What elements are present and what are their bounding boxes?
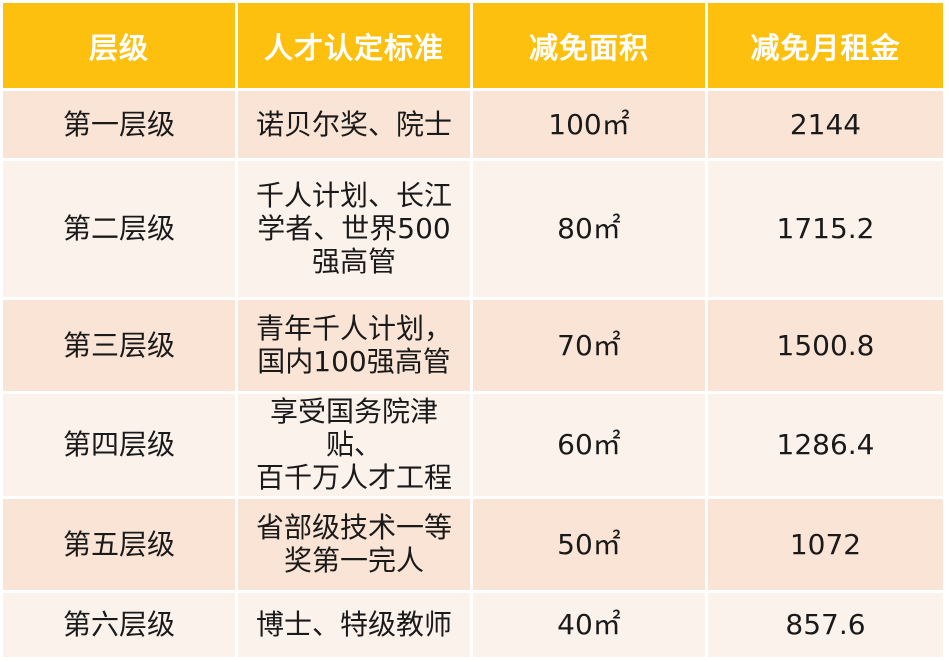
header-rent: 减免月租金 xyxy=(708,3,943,88)
header-criteria: 人才认定标准 xyxy=(238,3,470,88)
criteria-cell: 青年千人计划， 国内100强高管 xyxy=(238,299,470,391)
criteria-line: 博士、特级教师 xyxy=(255,608,452,642)
header-level: 层级 xyxy=(3,3,235,88)
level-cell: 第三层级 xyxy=(3,299,235,391)
level-cell: 第二层级 xyxy=(3,161,235,297)
criteria-line: 百千万人才工程 xyxy=(255,461,452,495)
header-area: 减免面积 xyxy=(473,3,705,88)
criteria-line: 诺贝尔奖、院士 xyxy=(255,108,452,142)
table-body: 第一层级 诺贝尔奖、院士 100㎡ 2144 第二层级 千人计划、长江 学者、世… xyxy=(3,91,943,657)
rent-cell: 1072 xyxy=(708,498,943,590)
rent-cell: 1500.8 xyxy=(708,299,943,391)
criteria-line: 学者、世界500 xyxy=(257,212,451,246)
table-row: 第六层级 博士、特级教师 40㎡ 857.6 xyxy=(3,592,943,657)
criteria-line: 千人计划、长江 xyxy=(255,179,452,213)
criteria-line: 强高管 xyxy=(311,245,396,279)
rent-cell: 857.6 xyxy=(708,592,943,657)
table-header: 层级 人才认定标准 减免面积 减免月租金 xyxy=(3,3,943,88)
criteria-cell: 博士、特级教师 xyxy=(238,592,470,657)
criteria-line: 享受国务院津贴、 xyxy=(269,395,438,462)
area-cell: 70㎡ xyxy=(473,299,705,391)
level-cell: 第六层级 xyxy=(3,592,235,657)
criteria-line: 奖第一完人 xyxy=(283,544,424,578)
table-row: 第二层级 千人计划、长江 学者、世界500 强高管 80㎡ 1715.2 xyxy=(3,161,943,297)
table-row: 第四层级 享受国务院津贴、 百千万人才工程 60㎡ 1286.4 xyxy=(3,393,943,496)
area-cell: 60㎡ xyxy=(473,393,705,496)
criteria-cell: 诺贝尔奖、院士 xyxy=(238,91,470,159)
area-cell: 80㎡ xyxy=(473,161,705,297)
criteria-line: 省部级技术一等 xyxy=(255,511,452,545)
rent-cell: 2144 xyxy=(708,91,943,159)
level-cell: 第一层级 xyxy=(3,91,235,159)
table-row: 第五层级 省部级技术一等 奖第一完人 50㎡ 1072 xyxy=(3,498,943,590)
criteria-line: 国内100强高管 xyxy=(257,345,451,379)
criteria-cell: 千人计划、长江 学者、世界500 强高管 xyxy=(238,161,470,297)
criteria-cell: 省部级技术一等 奖第一完人 xyxy=(238,498,470,590)
table-row: 第一层级 诺贝尔奖、院士 100㎡ 2144 xyxy=(3,91,943,159)
area-cell: 100㎡ xyxy=(473,91,705,159)
table-row: 第三层级 青年千人计划， 国内100强高管 70㎡ 1500.8 xyxy=(3,299,943,391)
rent-cell: 1715.2 xyxy=(708,161,943,297)
header-row: 层级 人才认定标准 减免面积 减免月租金 xyxy=(3,3,943,88)
level-cell: 第五层级 xyxy=(3,498,235,590)
level-cell: 第四层级 xyxy=(3,393,235,496)
rent-cell: 1286.4 xyxy=(708,393,943,496)
criteria-line: 青年千人计划， xyxy=(255,312,452,345)
area-cell: 50㎡ xyxy=(473,498,705,590)
area-cell: 40㎡ xyxy=(473,592,705,657)
criteria-cell: 享受国务院津贴、 百千万人才工程 xyxy=(238,393,470,496)
